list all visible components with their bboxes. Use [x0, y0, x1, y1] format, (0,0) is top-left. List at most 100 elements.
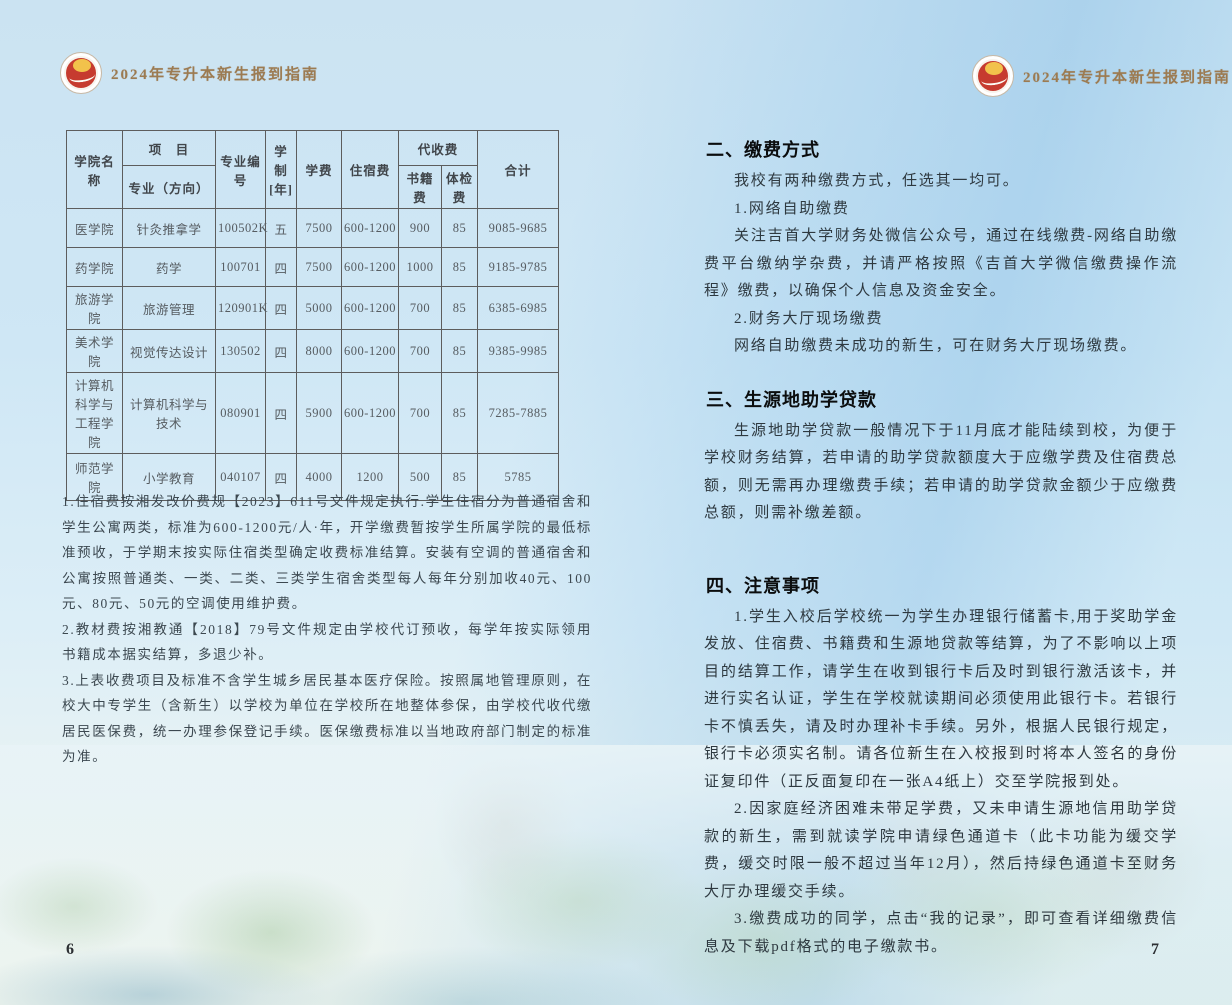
col-collect-fee: 代收费	[397, 130, 479, 166]
right-page-content: 二、缴费方式 我校有两种缴费方式，任选其一均可。 1.网络自助缴费 关注吉首大学…	[704, 136, 1178, 961]
table-cell: 计算机科学与工程学院	[66, 372, 123, 454]
table-cell: 四	[265, 372, 297, 454]
table-cell: 85	[440, 208, 479, 248]
table-cell: 5900	[296, 372, 342, 454]
fee-table: 学院名称 项 目 专业编号 学制[年] 学费 住宿费 代收费 合计 专业（方向）…	[66, 130, 560, 501]
table-cell: 师范学院	[66, 453, 123, 501]
table-cell: 医学院	[66, 208, 123, 248]
page-right: 2024年专升本新生报到指南 二、缴费方式 我校有两种缴费方式，任选其一均可。 …	[616, 0, 1232, 1005]
col-item: 项 目	[122, 130, 216, 166]
page-header: 2024年专升本新生报到指南	[60, 52, 319, 94]
section-student-loan: 三、生源地助学贷款 生源地助学贷款一般情况下于11月底才能陆续到校，为便于学校财…	[704, 386, 1178, 528]
paragraph: 1.学生入校后学校统一为学生办理银行储蓄卡,用于奖助学金发放、住宿费、书籍费和生…	[704, 608, 1178, 790]
table-cell: 85	[440, 372, 479, 454]
table-cell: 1200	[341, 453, 399, 501]
paragraph: 3.缴费成功的同学，点击“我的记录”，即可查看详细缴费信息及下载pdf格式的电子…	[704, 911, 1178, 955]
table-cell: 6385-6985	[477, 286, 560, 330]
table-cell: 五	[265, 208, 297, 248]
col-major-code: 专业编号	[215, 130, 266, 209]
table-cell: 视觉传达设计	[122, 329, 216, 373]
fee-table-header: 学院名称 项 目 专业编号 学制[年] 学费 住宿费 代收费 合计 专业（方向）…	[66, 130, 560, 209]
col-total: 合计	[477, 130, 560, 209]
col-duration: 学制[年]	[265, 130, 297, 209]
paragraph: 2.因家庭经济困难未带足学费，又未申请生源地信用助学贷款的新生，需到就读学院申请…	[704, 801, 1178, 900]
table-cell: 9385-9985	[477, 329, 560, 373]
table-cell: 700	[398, 329, 442, 373]
table-row: 美术学院 视觉传达设计 130502 四 8000 600-1200 700 85 9385-9…	[66, 329, 560, 373]
col-physical-fee: 体检费	[440, 165, 479, 209]
table-row: 医学院 针灸推拿学 100502K 五 7500 600-1200 900 85 9085-96…	[66, 208, 560, 248]
table-cell: 7500	[296, 247, 342, 287]
table-cell: 旅游学院	[66, 286, 123, 330]
table-cell: 700	[398, 286, 442, 330]
table-cell: 100701	[215, 247, 266, 287]
campus-photo-background	[0, 745, 1232, 1005]
section-heading: 四、注意事项	[706, 575, 820, 596]
note-2: 2.教材费按湘教通【2018】79号文件规定由学校代订预收，每学年按实际领用书籍…	[62, 621, 592, 663]
fee-table-body: 医学院 针灸推拿学 100502K 五 7500 600-1200 900 85 9085-96…	[66, 208, 560, 501]
table-cell: 1000	[398, 247, 442, 287]
page-number-left: 6	[66, 941, 74, 958]
section-heading: 三、生源地助学贷款	[706, 389, 877, 410]
table-cell: 药学	[122, 247, 216, 287]
guide-title: 2024年专升本新生报到指南	[111, 66, 320, 83]
table-cell: 85	[440, 247, 479, 287]
table-cell: 8000	[296, 329, 342, 373]
table-cell: 600-1200	[341, 329, 399, 373]
table-cell: 900	[398, 208, 442, 248]
table-cell: 700	[398, 372, 442, 454]
page-left: 2024年专升本新生报到指南 学院名称 项 目 专业编号 学制[年] 学费 住宿…	[60, 52, 592, 958]
fee-notes: 1.住宿费按湘发改价费规【2023】611号文件规定执行.学生住宿分为普通宿舍和…	[62, 489, 592, 770]
paragraph: 关注吉首大学财务处微信公众号，通过在线缴费-网络自助缴费平台缴纳学杂费，并请严格…	[704, 228, 1178, 299]
table-cell: 100502K	[215, 208, 268, 248]
section-payment-methods: 二、缴费方式 我校有两种缴费方式，任选其一均可。 1.网络自助缴费 关注吉首大学…	[704, 136, 1178, 361]
table-cell: 130502	[215, 329, 266, 373]
guide-title: 2024年专升本新生报到指南	[1023, 69, 1232, 86]
table-cell: 85	[440, 329, 479, 373]
paragraph: 1.网络自助缴费	[734, 200, 850, 217]
table-cell: 4000	[296, 453, 342, 501]
col-major: 专业（方向）	[122, 165, 216, 209]
col-accommodation: 住宿费	[341, 130, 399, 209]
table-cell: 600-1200	[341, 208, 399, 248]
paragraph: 2.财务大厅现场缴费	[734, 310, 884, 327]
table-cell: 600-1200	[341, 247, 399, 287]
page-number-right: 7	[1151, 941, 1159, 958]
col-tuition: 学费	[296, 130, 342, 209]
col-college: 学院名称	[66, 130, 123, 209]
page-header: 2024年专升本新生报到指南	[972, 55, 1231, 97]
table-cell: 9085-9685	[477, 208, 560, 248]
table-cell: 600-1200	[341, 286, 399, 330]
paragraph: 网络自助缴费未成功的新生，可在财务大厅现场缴费。	[734, 338, 1138, 354]
table-cell: 5785	[477, 453, 560, 501]
section-notices: 四、注意事项 1.学生入校后学校统一为学生办理银行储蓄卡,用于奖助学金发放、住宿…	[704, 572, 1178, 962]
table-cell: 美术学院	[66, 329, 123, 373]
paragraph: 我校有两种缴费方式，任选其一均可。	[734, 173, 1020, 189]
table-cell: 7500	[296, 208, 342, 248]
table-cell: 9185-9785	[477, 247, 560, 287]
note-3: 3.上表收费项目及标准不含学生城乡居民基本医疗保险。按照属地管理原则，在校大中专…	[62, 672, 592, 765]
table-cell: 四	[265, 286, 297, 330]
table-cell: 四	[265, 329, 297, 373]
table-cell: 针灸推拿学	[122, 208, 216, 248]
table-cell: 计算机科学与技术	[122, 372, 216, 454]
section-heading: 二、缴费方式	[706, 140, 820, 160]
table-cell: 药学院	[66, 247, 123, 287]
university-logo-icon	[60, 52, 102, 94]
table-cell: 85	[440, 453, 479, 501]
table-row: 旅游学院 旅游管理 120901K 四 5000 600-1200 700 85 6385-69…	[66, 286, 560, 330]
note-1: 1.住宿费按湘发改价费规【2023】611号文件规定执行.学生住宿分为普通宿舍和…	[62, 494, 592, 611]
table-cell: 四	[265, 247, 297, 287]
table-row: 计算机科学与工程学院 计算机科学与技术 080901 四 5900 600-1200 700…	[66, 372, 560, 454]
table-cell: 500	[398, 453, 442, 501]
table-cell: 040107	[215, 453, 266, 501]
table-cell: 7285-7885	[477, 372, 560, 454]
table-cell: 85	[440, 286, 479, 330]
table-cell: 120901K	[215, 286, 268, 330]
table-cell: 080901	[215, 372, 266, 454]
paragraph: 生源地助学贷款一般情况下于11月底才能陆续到校，为便于学校财务结算，若申请的助学…	[704, 422, 1178, 522]
table-cell: 600-1200	[341, 372, 399, 454]
table-cell: 旅游管理	[122, 286, 216, 330]
table-row: 药学院 药学 100701 四 7500 600-1200 1000 85 9185-9785	[66, 247, 560, 287]
table-row: 师范学院 小学教育 040107 四 4000 1200 500 85 5785	[66, 453, 560, 501]
